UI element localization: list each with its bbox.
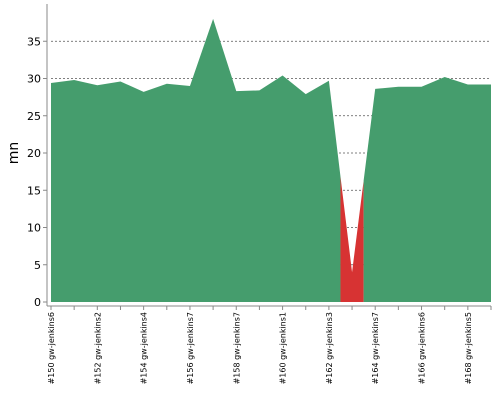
x-tick-labels: #150 gw-jenkins6 #152 gw-jenkins2 #154 gw-…: [47, 306, 492, 384]
y-tick-labels: 0 5 10 15 20 25 30 35: [27, 35, 47, 309]
y-tick-label: 35: [27, 35, 41, 48]
y-axis-label: mn: [6, 142, 22, 165]
x-tick-label: #160 gw-jenkins1: [279, 312, 288, 384]
x-tick-label: #152 gw-jenkins2: [93, 312, 102, 384]
x-tick-label: #166 gw-jenkins6: [418, 312, 427, 384]
x-tick-label: #150 gw-jenkins6: [47, 312, 56, 384]
series-success-area: [51, 18, 341, 303]
axes: [46, 4, 491, 307]
x-tick-label: #164 gw-jenkins7: [371, 312, 380, 384]
x-tick-label: #154 gw-jenkins4: [140, 312, 149, 384]
y-tick-label: 5: [34, 259, 41, 272]
y-tick-label: 0: [34, 296, 41, 309]
x-tick-label: #162 gw-jenkins3: [325, 312, 334, 384]
y-tick-label: 10: [27, 222, 41, 235]
x-tick-label: #156 gw-jenkins7: [186, 312, 195, 384]
series-failure-area: [340, 176, 364, 302]
y-tick-label: 20: [27, 147, 41, 160]
y-tick-label: 15: [27, 184, 41, 197]
series-success-area: [363, 77, 491, 302]
plot-areas: [51, 18, 491, 303]
y-tick-label: 25: [27, 110, 41, 123]
y-tick-label: 30: [27, 73, 41, 86]
x-tick-label: #168 gw-jenkins5: [464, 312, 473, 384]
x-tick-label: #158 gw-jenkins7: [232, 312, 241, 384]
